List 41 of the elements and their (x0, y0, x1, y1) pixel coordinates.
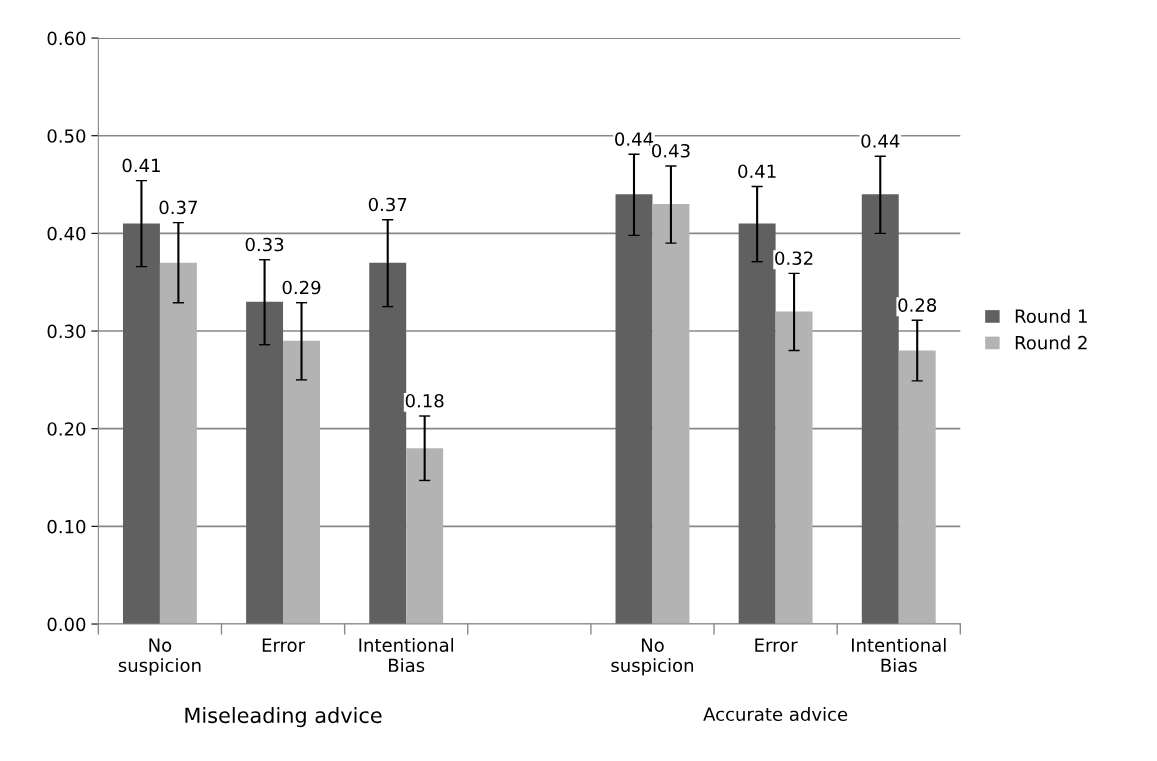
data-label: 0.44 (861, 134, 900, 148)
text: Accurate advice (703, 707, 848, 722)
y-tick-label: 0.50 (47, 129, 86, 143)
x-tick-label: Intentional Bias (359, 637, 454, 673)
y-tick-label: 0.10 (47, 519, 86, 534)
y-tick-label: 0.40 (47, 226, 86, 241)
legend-label: Round 2 (1015, 335, 1087, 350)
y-tick-label: 0.20 (47, 422, 86, 436)
x-tick-label: No suspicion (118, 638, 201, 676)
bar (738, 223, 776, 625)
x-tick-label: No suspicion (611, 638, 694, 676)
data-label: 0.43 (652, 143, 690, 158)
bar (775, 311, 813, 625)
y-tick-label: 0.00 (47, 617, 86, 632)
data-label: 0.18 (405, 393, 444, 408)
bar (122, 223, 160, 625)
bar (406, 448, 444, 625)
data-label: 0.44 (615, 132, 654, 146)
data-label: 0.41 (738, 164, 776, 179)
y-tick-label: 0.60 (47, 31, 86, 46)
x-tick-label: Intentional Bias (851, 637, 946, 673)
x-tick-label: Error (755, 638, 798, 652)
data-label: 0.28 (898, 298, 937, 312)
bar (159, 262, 197, 625)
data-label: 0.37 (159, 200, 197, 215)
bar (652, 204, 690, 625)
data-label: 0.33 (245, 237, 284, 252)
data-label: 0.41 (122, 158, 160, 173)
bar (861, 194, 899, 625)
bar (615, 194, 653, 625)
data-label: 0.32 (775, 251, 813, 266)
bar (369, 262, 407, 625)
bar (898, 350, 936, 625)
bar (283, 340, 320, 625)
data-label: 0.37 (368, 197, 407, 212)
text: Miseleading advice (185, 707, 382, 728)
legend-label: Round 1 (1015, 309, 1087, 324)
x-tick-label: Error (262, 638, 306, 652)
bar (246, 301, 284, 625)
y-tick-label: 0.30 (47, 324, 86, 339)
data-label: 0.29 (282, 280, 321, 295)
